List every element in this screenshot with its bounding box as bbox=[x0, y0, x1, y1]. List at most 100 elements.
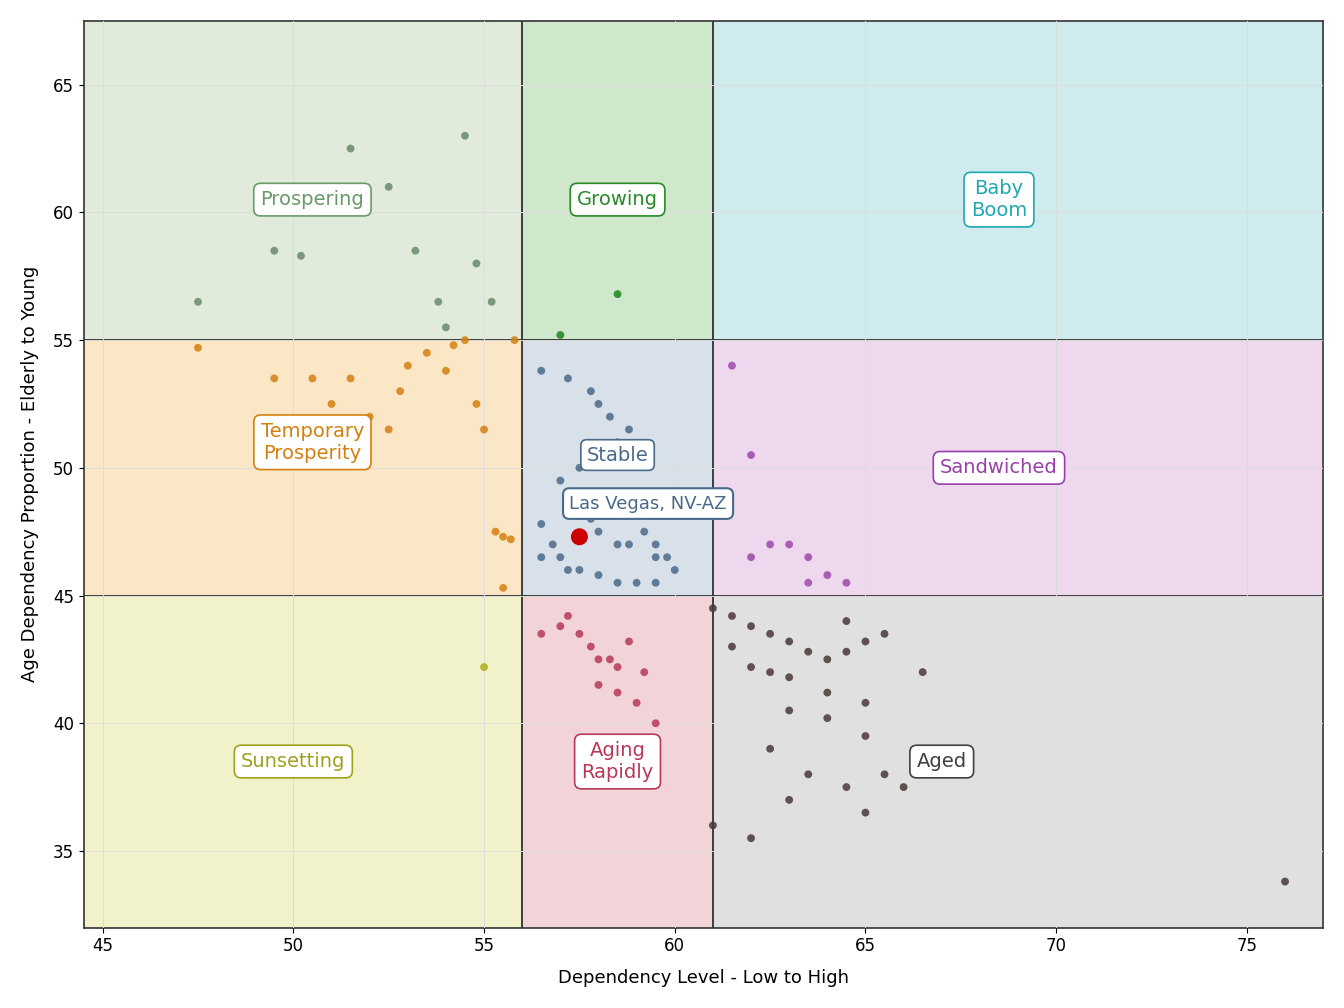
Point bbox=[626, 575, 648, 591]
Point bbox=[587, 523, 609, 539]
Point bbox=[855, 804, 876, 821]
Bar bbox=[83, 21, 523, 340]
Point bbox=[531, 516, 552, 532]
Point bbox=[558, 561, 579, 578]
Point bbox=[500, 531, 521, 547]
Point bbox=[702, 600, 723, 616]
Point bbox=[390, 383, 411, 399]
Point bbox=[618, 421, 640, 437]
Point bbox=[340, 140, 362, 156]
Point bbox=[606, 684, 628, 701]
Point bbox=[836, 613, 857, 629]
Point bbox=[633, 664, 655, 680]
Point bbox=[645, 575, 667, 591]
Point bbox=[759, 741, 781, 757]
Bar bbox=[712, 21, 1322, 340]
Point bbox=[797, 575, 818, 591]
Point bbox=[741, 659, 762, 675]
Point bbox=[645, 549, 667, 565]
Point bbox=[263, 243, 285, 259]
Point bbox=[417, 345, 438, 361]
Point bbox=[633, 523, 655, 539]
Bar bbox=[712, 340, 1322, 596]
Bar bbox=[83, 340, 523, 596]
Text: Stable: Stable bbox=[587, 446, 648, 465]
Point bbox=[778, 669, 800, 685]
Point bbox=[569, 485, 590, 501]
Text: Baby
Boom: Baby Boom bbox=[970, 179, 1027, 220]
Point bbox=[836, 575, 857, 591]
Point bbox=[606, 659, 628, 675]
Point bbox=[187, 293, 208, 309]
Point bbox=[817, 684, 839, 701]
Point bbox=[321, 396, 343, 412]
Point bbox=[855, 728, 876, 744]
Point bbox=[855, 633, 876, 649]
Y-axis label: Age Dependency Proportion - Elderly to Young: Age Dependency Proportion - Elderly to Y… bbox=[22, 266, 39, 682]
Point bbox=[492, 529, 513, 545]
Point bbox=[836, 644, 857, 660]
Bar bbox=[523, 21, 712, 340]
Point bbox=[656, 549, 677, 565]
Point bbox=[550, 618, 571, 634]
Point bbox=[722, 358, 743, 374]
Point bbox=[473, 421, 495, 437]
Point bbox=[618, 633, 640, 649]
Point bbox=[427, 293, 449, 309]
Point bbox=[778, 703, 800, 719]
Text: Temporary
Prosperity: Temporary Prosperity bbox=[261, 421, 364, 463]
Point bbox=[396, 358, 418, 374]
Point bbox=[454, 332, 476, 348]
Point bbox=[759, 536, 781, 552]
Point bbox=[340, 370, 362, 386]
Point bbox=[702, 817, 723, 834]
Point bbox=[587, 676, 609, 692]
Point bbox=[741, 549, 762, 565]
Point bbox=[817, 568, 839, 584]
Text: Sunsetting: Sunsetting bbox=[241, 752, 345, 771]
Point bbox=[892, 779, 914, 795]
Point bbox=[442, 337, 464, 353]
Point bbox=[187, 340, 208, 356]
Text: Aging
Rapidly: Aging Rapidly bbox=[582, 741, 653, 782]
Point bbox=[569, 529, 590, 545]
Point bbox=[606, 434, 628, 451]
Point bbox=[492, 580, 513, 596]
Text: Las Vegas, NV-AZ: Las Vegas, NV-AZ bbox=[570, 495, 727, 512]
Point bbox=[587, 396, 609, 412]
Point bbox=[531, 549, 552, 565]
Point bbox=[664, 561, 685, 578]
Point bbox=[405, 243, 426, 259]
Point bbox=[741, 447, 762, 463]
Point bbox=[581, 383, 602, 399]
Point bbox=[759, 626, 781, 642]
Point bbox=[587, 651, 609, 667]
Point bbox=[836, 779, 857, 795]
Point bbox=[741, 618, 762, 634]
Point bbox=[874, 766, 895, 782]
Point bbox=[531, 363, 552, 379]
Point bbox=[797, 766, 818, 782]
Point bbox=[855, 695, 876, 711]
Point bbox=[606, 536, 628, 552]
Point bbox=[874, 626, 895, 642]
Point bbox=[485, 523, 507, 539]
Point bbox=[626, 695, 648, 711]
Point bbox=[587, 568, 609, 584]
Point bbox=[263, 370, 285, 386]
Point bbox=[481, 293, 503, 309]
Point bbox=[599, 408, 621, 424]
Point bbox=[435, 363, 457, 379]
Point bbox=[778, 536, 800, 552]
Text: Sandwiched: Sandwiched bbox=[939, 459, 1058, 478]
Point bbox=[581, 638, 602, 654]
Point bbox=[797, 644, 818, 660]
Point bbox=[722, 608, 743, 624]
Point bbox=[569, 498, 590, 514]
Point bbox=[558, 370, 579, 386]
Text: Growing: Growing bbox=[577, 191, 659, 209]
Bar bbox=[523, 340, 712, 596]
Point bbox=[454, 128, 476, 144]
Point bbox=[797, 549, 818, 565]
Point bbox=[558, 608, 579, 624]
